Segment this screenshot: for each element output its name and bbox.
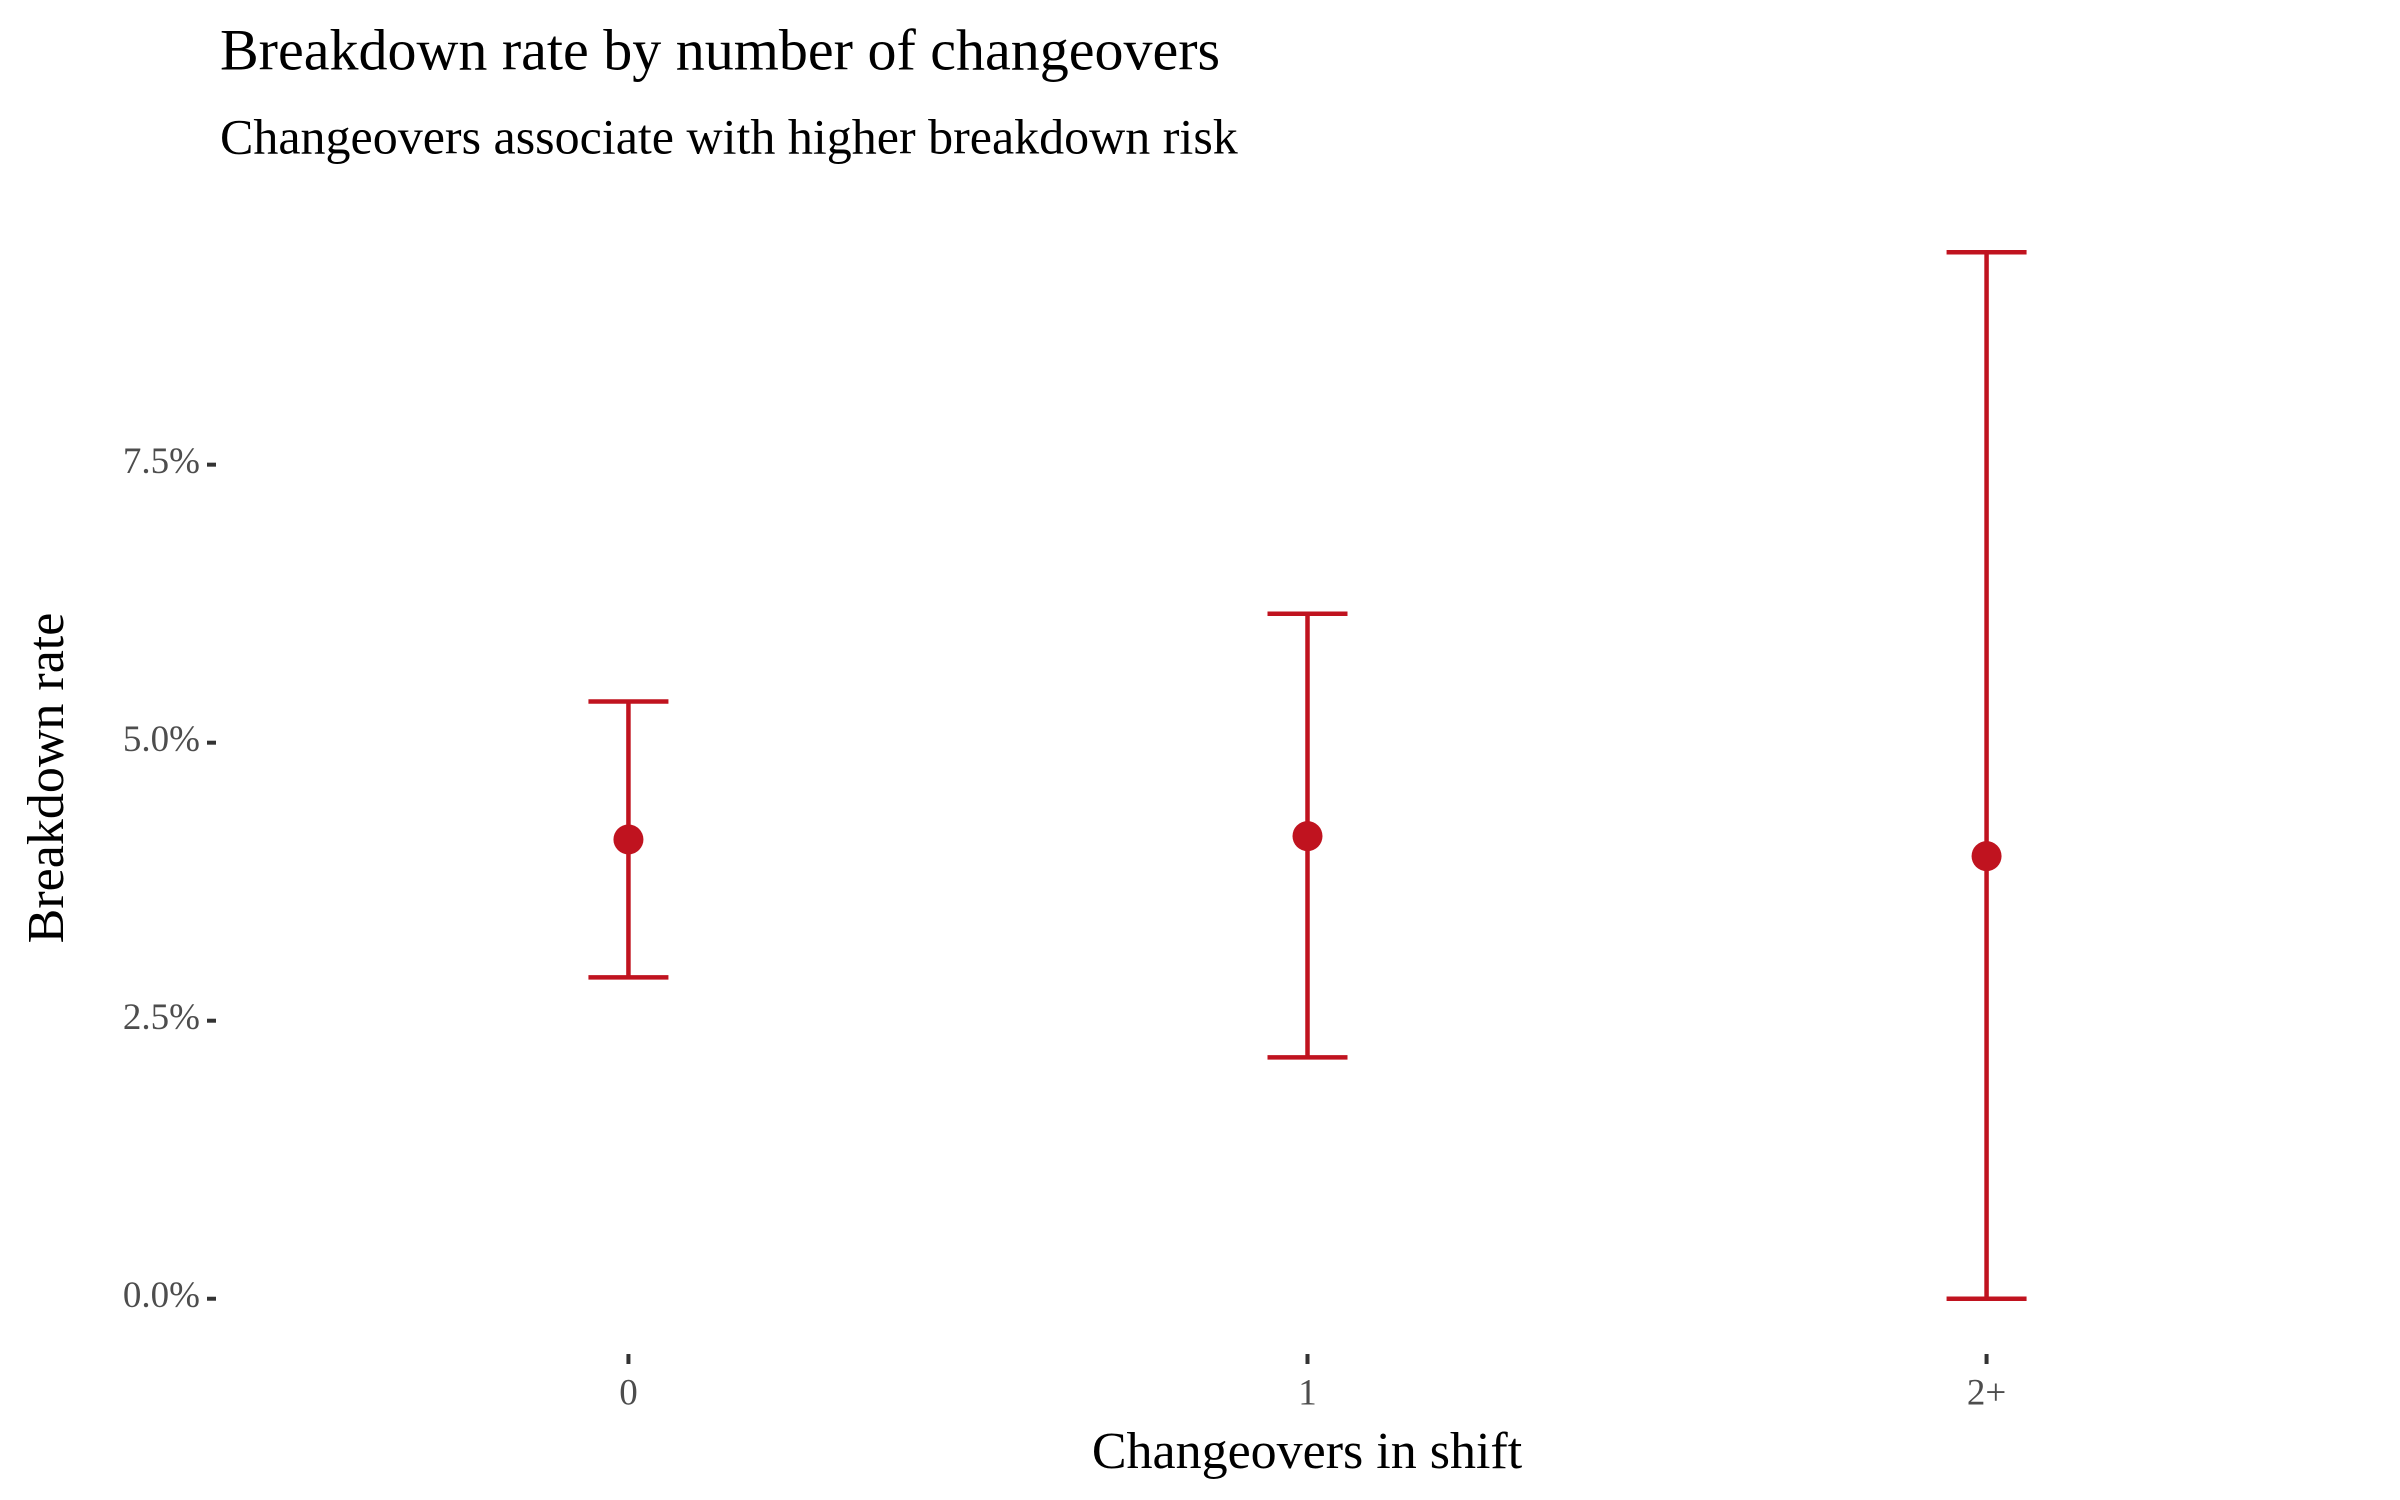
chart-title: Breakdown rate by number of changeovers bbox=[220, 17, 1220, 82]
point bbox=[1292, 821, 1323, 852]
point bbox=[1971, 841, 2002, 872]
y-tick-label: 7.5% bbox=[123, 441, 200, 482]
x-tick-label: 2+ bbox=[1967, 1372, 2006, 1413]
point bbox=[613, 824, 644, 855]
x-tick-label: 1 bbox=[1298, 1372, 1317, 1413]
y-axis-title: Breakdown rate bbox=[18, 613, 75, 944]
y-tick-label: 5.0% bbox=[123, 719, 200, 760]
x-tick-label: 0 bbox=[619, 1372, 638, 1413]
chart-subtitle: Changeovers associate with higher breakd… bbox=[220, 108, 1238, 164]
y-tick-label: 0.0% bbox=[123, 1275, 200, 1316]
x-axis-title: Changeovers in shift bbox=[1092, 1423, 1523, 1480]
y-tick-label: 2.5% bbox=[123, 997, 200, 1038]
